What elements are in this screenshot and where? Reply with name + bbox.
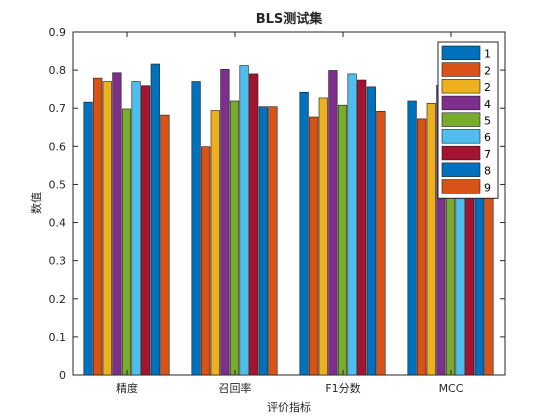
legend-label-3: 2 bbox=[484, 81, 491, 94]
bar-series-7-F1分数 bbox=[357, 79, 367, 376]
y-tick-label: 0.7 bbox=[49, 102, 67, 115]
y-tick-label: 0.9 bbox=[49, 26, 67, 39]
bar-series-1-MCC bbox=[407, 100, 417, 376]
legend-swatch-8 bbox=[441, 162, 481, 177]
legend-label-6: 6 bbox=[484, 131, 491, 144]
bar-series-2-召回率 bbox=[201, 146, 211, 376]
bar-series-9-召回率 bbox=[268, 106, 278, 376]
bar-series-7-召回率 bbox=[249, 73, 259, 376]
legend-label-7: 7 bbox=[484, 148, 491, 161]
x-tick-label: 召回率 bbox=[219, 381, 252, 395]
bar-series-1-精度 bbox=[83, 101, 93, 376]
bar-series-1-召回率 bbox=[191, 81, 201, 376]
bars-layer bbox=[83, 63, 494, 376]
bar-series-3-F1分数 bbox=[318, 97, 328, 376]
legend-swatch-3 bbox=[441, 79, 481, 94]
legend-label-8: 8 bbox=[484, 165, 491, 178]
bar-series-7-精度 bbox=[141, 85, 151, 376]
x-tick-label: F1分数 bbox=[325, 382, 360, 395]
bar-series-9-精度 bbox=[160, 114, 170, 376]
x-tick-label: 精度 bbox=[116, 381, 138, 395]
y-tick-label: 0.8 bbox=[49, 64, 67, 77]
legend-swatch-5 bbox=[441, 112, 481, 127]
y-tick-label: 0.3 bbox=[49, 255, 67, 268]
y-tick-label: 0.1 bbox=[49, 331, 67, 344]
bar-series-3-MCC bbox=[426, 102, 436, 376]
chart-title: BLS测试集 bbox=[256, 11, 324, 27]
bar-series-8-召回率 bbox=[258, 106, 268, 376]
legend-swatch-4 bbox=[441, 95, 481, 111]
y-axis-label: 数值 bbox=[30, 192, 43, 214]
x-axis: 精度 召回率 F1分数 MCC bbox=[116, 32, 464, 395]
bar-series-5-F1分数 bbox=[337, 104, 348, 376]
bar-series-6-F1分数 bbox=[347, 73, 357, 376]
bar-series-4-召回率 bbox=[220, 69, 230, 376]
legend-label-9: 9 bbox=[484, 181, 491, 194]
legend: 1 2 2 4 5 6 7 8 9 bbox=[437, 41, 499, 199]
bar-series-2-精度 bbox=[93, 77, 103, 376]
bar-series-5-精度 bbox=[121, 108, 132, 376]
y-tick-label: 0 bbox=[59, 369, 66, 382]
legend-label-5: 5 bbox=[484, 115, 491, 128]
y-axis: 0 0.1 0.2 0.3 0.4 0.5 0.6 0.7 0.8 0.9 bbox=[49, 26, 505, 382]
legend-swatch-7 bbox=[441, 145, 481, 161]
bar-series-6-精度 bbox=[131, 81, 141, 376]
bar-series-5-召回率 bbox=[229, 100, 240, 376]
y-tick-label: 0.6 bbox=[49, 140, 67, 153]
bar-series-3-召回率 bbox=[210, 110, 220, 376]
bar-series-4-精度 bbox=[112, 72, 122, 376]
x-axis-label: 评价指标 bbox=[267, 400, 311, 414]
legend-swatch-1 bbox=[441, 45, 481, 60]
bar-series-2-MCC bbox=[417, 118, 427, 376]
bar-series-8-精度 bbox=[150, 63, 160, 376]
legend-label-2: 2 bbox=[484, 64, 491, 77]
bar-series-8-F1分数 bbox=[366, 86, 376, 376]
x-tick-label: MCC bbox=[439, 382, 464, 395]
y-tick-label: 0.5 bbox=[49, 178, 67, 191]
bar-series-4-F1分数 bbox=[328, 70, 338, 376]
legend-swatch-2 bbox=[441, 62, 481, 77]
legend-swatch-9 bbox=[441, 179, 481, 194]
legend-label-4: 4 bbox=[484, 98, 491, 111]
y-tick-label: 0.2 bbox=[49, 293, 67, 306]
bar-series-6-召回率 bbox=[239, 65, 249, 376]
bar-series-2-F1分数 bbox=[309, 116, 319, 376]
legend-label-1: 1 bbox=[484, 48, 491, 61]
bar-series-1-F1分数 bbox=[299, 91, 309, 376]
legend-swatch-6 bbox=[441, 129, 481, 144]
bar-series-3-精度 bbox=[102, 81, 112, 376]
bar-series-9-F1分数 bbox=[376, 110, 386, 376]
y-tick-label: 0.4 bbox=[49, 217, 67, 230]
